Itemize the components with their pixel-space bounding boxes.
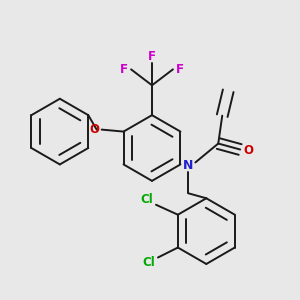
Text: N: N — [183, 159, 194, 172]
Text: F: F — [148, 50, 156, 63]
Text: Cl: Cl — [142, 256, 155, 269]
Text: F: F — [120, 63, 128, 76]
Text: O: O — [90, 123, 100, 136]
Text: Cl: Cl — [141, 193, 153, 206]
Text: F: F — [176, 63, 184, 76]
Text: O: O — [243, 144, 253, 157]
